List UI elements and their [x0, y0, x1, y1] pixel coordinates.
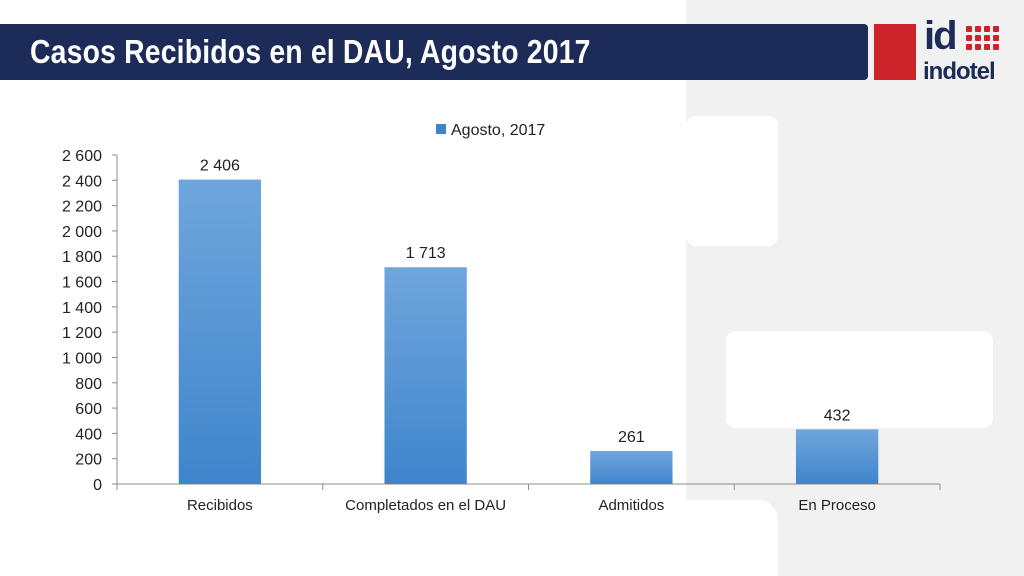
data-label: 1 713 — [406, 245, 446, 262]
logo-dot-grid-icon — [966, 26, 1000, 56]
y-tick-label: 2 000 — [62, 224, 102, 241]
page-title: Casos Recibidos en el DAU, Agosto 2017 — [30, 33, 591, 70]
y-tick-label: 600 — [75, 401, 102, 418]
y-tick-label: 400 — [75, 426, 102, 443]
bar — [384, 267, 467, 484]
legend-label: Agosto, 2017 — [451, 122, 545, 139]
y-tick-label: 1 200 — [62, 325, 102, 342]
category-label: Recibidos — [187, 497, 253, 514]
background-cutout-right — [726, 331, 993, 428]
category-label: Admitidos — [598, 497, 664, 514]
legend-swatch — [436, 124, 446, 134]
category-label: En Proceso — [798, 497, 876, 514]
y-tick-label: 2 600 — [62, 148, 102, 165]
y-tick-label: 1 600 — [62, 275, 102, 292]
data-label: 261 — [618, 429, 645, 446]
logo-mark: id — [924, 14, 958, 58]
title-bar: Casos Recibidos en el DAU, Agosto 2017 — [0, 24, 868, 80]
data-label: 432 — [824, 407, 851, 424]
category-label: Completados en el DAU — [345, 497, 506, 514]
bar — [590, 450, 673, 484]
logo-wordmark: indotel — [923, 58, 996, 85]
y-tick-label: 800 — [75, 376, 102, 393]
y-tick-label: 1 000 — [62, 350, 102, 367]
y-tick-label: 200 — [75, 452, 102, 469]
data-label: 2 406 — [200, 158, 240, 175]
chart-legend: Agosto, 2017 — [436, 122, 545, 139]
chart-bars: 2 406 1 713 261 432 — [178, 158, 879, 484]
y-tick-label: 2 200 — [62, 199, 102, 216]
bar — [178, 179, 262, 484]
indotel-logo: id indotel — [922, 14, 1004, 86]
bar — [795, 429, 879, 484]
y-tick-label: 0 — [93, 477, 102, 494]
y-tick-label: 1 800 — [62, 249, 102, 266]
y-tick-label: 2 400 — [62, 173, 102, 190]
background-cutout-top — [686, 116, 778, 246]
background-cutout-bottom — [686, 500, 778, 576]
logo-red-block — [874, 24, 916, 80]
y-tick-label: 1 400 — [62, 300, 102, 317]
